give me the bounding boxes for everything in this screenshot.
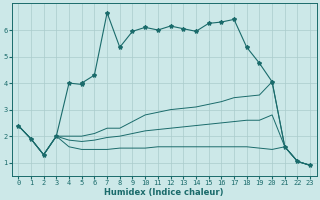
X-axis label: Humidex (Indice chaleur): Humidex (Indice chaleur) [104,188,224,197]
